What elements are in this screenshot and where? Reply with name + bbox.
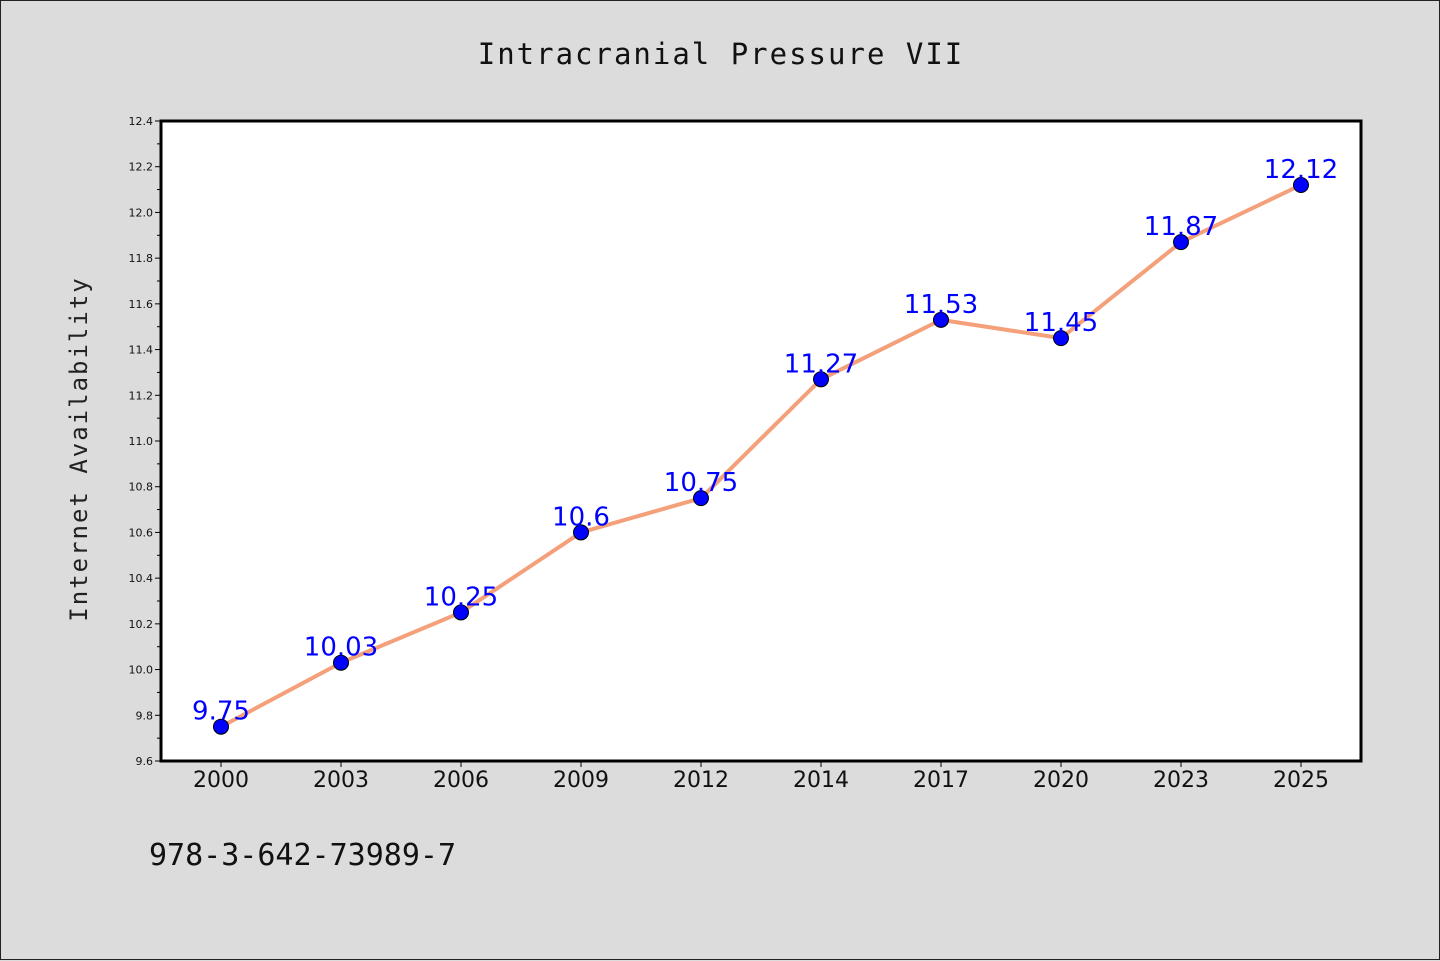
data-label: 11.87 [1144,212,1218,242]
x-tick-label: 2025 [1273,768,1329,793]
data-point [1173,234,1189,251]
y-tick-label: 12.4 [129,115,154,128]
x-tick-label: 2006 [433,768,489,793]
y-tick-label: 10.2 [129,618,154,631]
x-tick-label: 2003 [313,768,369,793]
y-tick-label: 10.6 [129,526,154,539]
x-tick-label: 2014 [793,768,849,793]
y-tick-label: 9.8 [136,709,154,722]
y-axis: 9.6 9.8 10.0 10.2 10.4 10.6 10.8 11.0 11.2 11.4 11… [129,115,161,768]
data-label: 11.45 [1024,308,1098,338]
y-tick-label: 11.6 [129,298,154,311]
data-label: 10.25 [424,582,498,612]
data-label: 11.27 [784,349,858,379]
data-point [693,490,709,507]
y-axis-label: Internet Availability [65,276,93,621]
data-point [1293,177,1309,193]
y-tick-label: 10.0 [129,664,154,677]
isbn-footer: 978-3-642-73989-7 [149,838,456,873]
y-tick-label: 11.2 [129,389,154,402]
y-tick-label: 11.8 [129,252,154,265]
data-point [1053,330,1069,347]
y-tick-label: 10.4 [129,572,154,585]
x-tick-label: 2017 [913,768,969,793]
y-tick-label: 9.6 [136,755,154,768]
chart-title: Intracranial Pressure VII [478,37,965,71]
data-label: 10.75 [664,468,738,498]
y-tick-label: 12.0 [129,206,154,219]
y-tick-label: 12.2 [129,161,154,174]
data-label: 9.75 [192,697,250,727]
data-point [333,654,349,671]
x-tick-label: 2012 [673,768,729,793]
x-tick-label: 2009 [553,768,609,793]
y-tick-label: 10.8 [129,481,154,494]
data-label: 10.6 [552,502,610,532]
data-label: 10.03 [304,633,378,663]
y-tick-label: 11.4 [129,344,154,357]
x-axis: 2000 2003 2006 2009 2012 2014 2017 2020 2023 2025 [193,761,1329,793]
x-tick-label: 2020 [1033,768,1089,793]
data-point [573,524,589,541]
data-label: 12.12 [1264,155,1338,185]
series-data: 9.75 10.03 10.25 10.6 10.75 11.27 11.53 11.45 11… [192,155,1338,735]
data-point [213,718,229,735]
data-point [933,311,949,328]
data-label: 11.53 [904,290,978,320]
x-tick-label: 2023 [1153,768,1209,793]
data-point [453,604,469,621]
series-line [219,183,1303,729]
y-tick-label: 11.0 [129,435,154,448]
data-point [813,371,829,388]
x-tick-label: 2000 [193,768,249,793]
